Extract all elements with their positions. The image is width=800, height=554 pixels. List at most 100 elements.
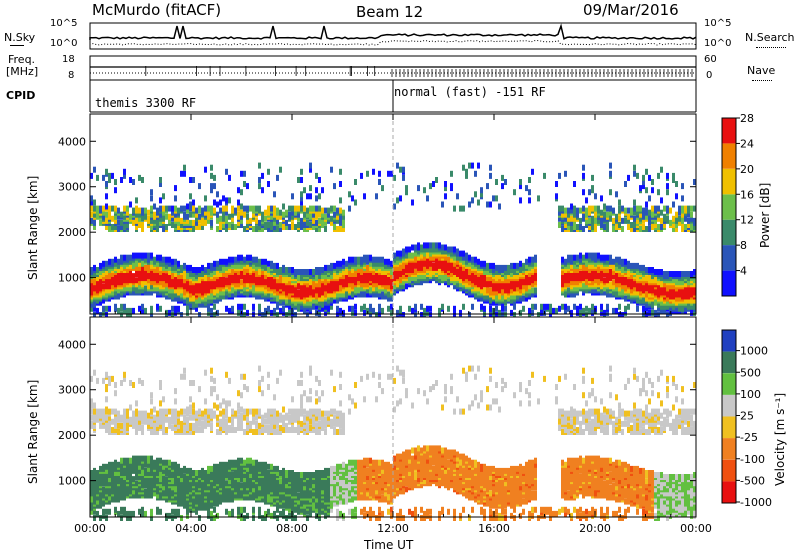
power-cell (222, 293, 225, 300)
power-cell (207, 262, 210, 269)
power-cell (375, 256, 378, 263)
power-cell (501, 312, 504, 318)
velocity-cell (105, 508, 108, 515)
power-cell (528, 177, 531, 183)
power-cell (552, 307, 555, 314)
velocity-cell (108, 380, 111, 386)
power-cell (240, 213, 243, 220)
power-cell (642, 183, 645, 190)
power-cell (489, 164, 492, 171)
power-cell (354, 199, 357, 206)
power-cell (606, 205, 609, 212)
power-cell (666, 205, 669, 212)
power-cell (276, 174, 279, 181)
power-cell (315, 303, 318, 310)
velocity-cell (93, 402, 96, 409)
power-cell (402, 248, 405, 255)
power-cell (642, 207, 645, 214)
nsky-label: N.Sky (4, 31, 36, 44)
velocity-cell (90, 408, 93, 415)
power-cell (222, 205, 225, 212)
velocity-cell (111, 482, 114, 489)
nsky-trace (89, 23, 697, 46)
power-cell (579, 252, 582, 259)
velocity-cell (111, 474, 114, 480)
power-cell (333, 291, 336, 298)
power-cell (639, 264, 642, 271)
power-cell (306, 269, 309, 275)
power-cell (297, 215, 300, 222)
power-cell (366, 307, 369, 314)
power-cell (225, 197, 228, 204)
power-cell (531, 287, 534, 294)
power-cell (144, 211, 147, 218)
power-cell (198, 301, 201, 308)
power-cell (333, 279, 336, 286)
power-cell (573, 211, 576, 218)
velocity-cell (96, 416, 99, 423)
power-cell (585, 207, 588, 214)
power-cell (351, 256, 354, 263)
power-cell (162, 209, 165, 216)
power-cell (423, 254, 426, 261)
power-cell (309, 162, 312, 169)
power-cell (519, 183, 522, 190)
velocity-cell (105, 371, 108, 378)
power-cell (111, 279, 114, 286)
nsearch-line (89, 39, 697, 46)
power-cell (627, 224, 630, 230)
velocity-cell (102, 500, 105, 507)
freq-label-1: Freq. (8, 53, 36, 66)
power-cell (174, 185, 177, 192)
power-cell (138, 260, 141, 267)
power-cell (375, 285, 378, 292)
power-cell (612, 217, 615, 224)
power-cell (558, 222, 561, 228)
power-cell (132, 273, 135, 280)
power-cell (627, 174, 630, 181)
power-cell (570, 258, 573, 265)
power-cell (363, 289, 366, 296)
power-cell (366, 287, 369, 294)
power-cell (573, 215, 576, 222)
power-cell (312, 205, 315, 212)
power-cell (225, 215, 228, 222)
power-cell (138, 252, 141, 259)
power-cell (657, 269, 660, 275)
power-cell (210, 307, 213, 314)
power-cell (669, 291, 672, 298)
power-cell (276, 303, 279, 310)
power-cell (150, 305, 153, 312)
power-cell (366, 264, 369, 271)
power-cell (183, 211, 186, 218)
power-cell (627, 217, 630, 224)
power-cell (669, 207, 672, 214)
power-cell (681, 183, 684, 190)
power-cell (105, 305, 108, 312)
power-cell (114, 224, 117, 230)
power-cell (246, 309, 249, 316)
power-cell (267, 305, 270, 312)
power-cell (603, 224, 606, 230)
power-cell (312, 211, 315, 218)
power-cell (264, 307, 267, 314)
velocity-cell (114, 506, 117, 513)
power-cell (693, 309, 696, 316)
power-cell (378, 283, 381, 290)
power-cell (303, 205, 306, 212)
power-cell (339, 307, 342, 314)
power-cell (519, 197, 522, 204)
power-cell (351, 305, 354, 312)
power-cell (582, 164, 585, 171)
power-cell (522, 305, 525, 312)
power-cell (381, 264, 384, 271)
power-cell (363, 254, 366, 261)
power-cell (243, 273, 246, 280)
power-cell (591, 303, 594, 310)
power-cell (618, 275, 621, 282)
power-cell (579, 309, 582, 316)
power-cell (159, 177, 162, 183)
power-cell (525, 258, 528, 265)
power-cell (417, 185, 420, 192)
power-cell (477, 258, 480, 265)
